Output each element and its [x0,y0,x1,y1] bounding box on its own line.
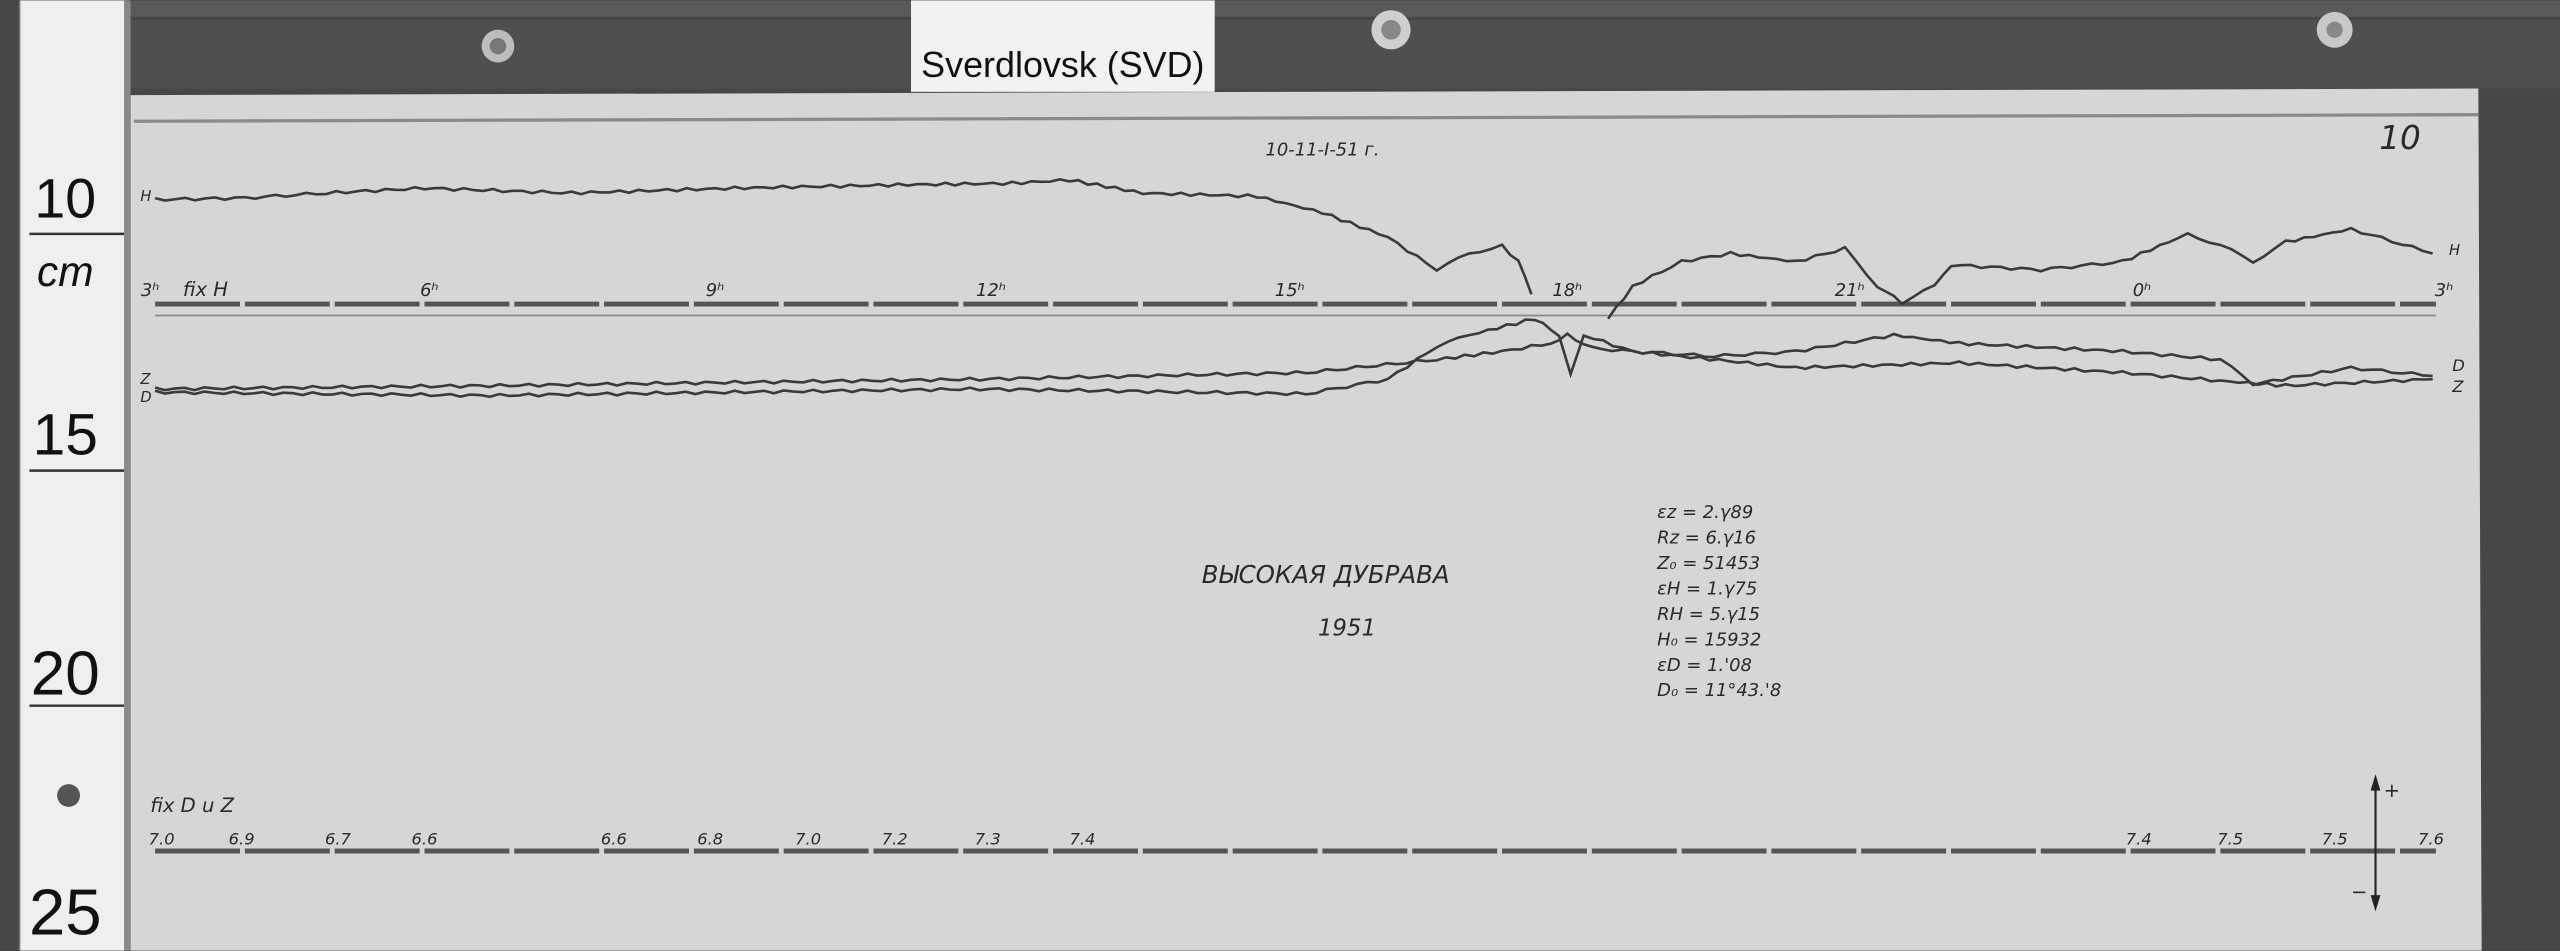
ruler-label: cm [37,248,94,295]
polarity-minus: − [2351,880,2367,903]
hour-mark: 6ʰ [420,280,439,301]
sheet-fold [133,113,2479,123]
hour-mark: 15ʰ [1275,280,1305,301]
calibration-constant: εH = 1.γ75 [1657,578,1757,599]
calibration-constant: H₀ = 15932 [1657,629,1761,650]
ruler-label: 20 [31,639,100,708]
d-trace-label: D [140,389,151,406]
temperature-mark: 6.6 [412,829,438,848]
station-title: ВЫСОКАЯ ДУБРАВА [1202,560,1450,589]
hour-mark: 9ʰ [706,280,725,301]
h-trace [1607,226,2433,320]
temperature-mark: 6.8 [697,829,723,848]
ruler-label: 10 [34,168,96,230]
arrow-up-icon [2370,774,2381,791]
station-tag [911,0,1215,92]
temperature-mark: 6.7 [325,829,352,848]
screw-icon [2316,11,2353,48]
magnetogram-sheet [130,88,2482,951]
hour-mark: 18ʰ [1552,280,1582,301]
wood-rail [130,19,2560,89]
d-trace [154,318,2433,399]
station-year: 1951 [1318,615,1376,641]
hour-mark: 12ʰ [976,280,1006,301]
h-trace-label-right: H [2449,242,2460,259]
temperature-mark: 6.9 [229,829,255,848]
temperature-mark: 7.4 [2126,829,2152,848]
hour-mark: 0ʰ [2133,280,2152,301]
calibration-constant: RH = 5.γ15 [1657,604,1760,625]
page-number: 10 [2379,119,2421,157]
ruler-edge [124,0,131,951]
ruler [19,0,128,951]
temperature-mark: 7.0 [795,829,821,848]
arrow-down-icon [2370,895,2381,912]
hour-mark: 3ʰ [2435,280,2454,301]
temperature-mark: 7.3 [975,829,1001,848]
calibration-constant: D₀ = 11°43.'8 [1657,680,1781,701]
screw-icon [481,29,515,63]
temperature-mark: 7.5 [2322,829,2348,848]
hour-mark: 21ʰ [1835,280,1865,301]
temperature-mark: 7.0 [149,829,175,848]
z-trace-label: Z [139,371,151,388]
temperature-mark: 6.6 [601,829,627,848]
screw-icon [1371,10,1411,50]
calibration-constant: εz = 2.γ89 [1657,502,1753,523]
temperature-mark: 7.4 [1069,829,1095,848]
d-trace-label-right: D [2452,356,2465,375]
polarity-plus: + [2384,779,2400,802]
h-baseline-label: fix H [183,278,228,301]
calibration-constant: εD = 1.'08 [1657,655,1752,676]
station-tag-label: Sverdlovsk (SVD) [921,44,1204,85]
z-trace-label-right: Z [2451,377,2464,396]
calibration-constant: Z₀ = 51453 [1656,553,1760,574]
temperature-mark: 7.6 [2418,829,2444,848]
wood-plank-edge [130,0,2560,17]
calibration-constant: Rz = 6.γ16 [1657,527,1756,548]
z-trace [154,331,2433,392]
ruler-label: 25 [29,875,102,948]
temperature-mark: 7.2 [882,829,908,848]
zd-baseline-label: fix D u Z [150,794,234,817]
h-trace-label: H [140,188,151,205]
temperature-mark: 7.5 [2217,829,2243,848]
record-date: 10-11-I-51 г. [1265,140,1379,161]
hour-mark: 3ʰ [141,280,160,301]
h-trace [154,177,1533,295]
ruler-label: 15 [33,402,98,467]
ruler-hole [57,784,80,807]
